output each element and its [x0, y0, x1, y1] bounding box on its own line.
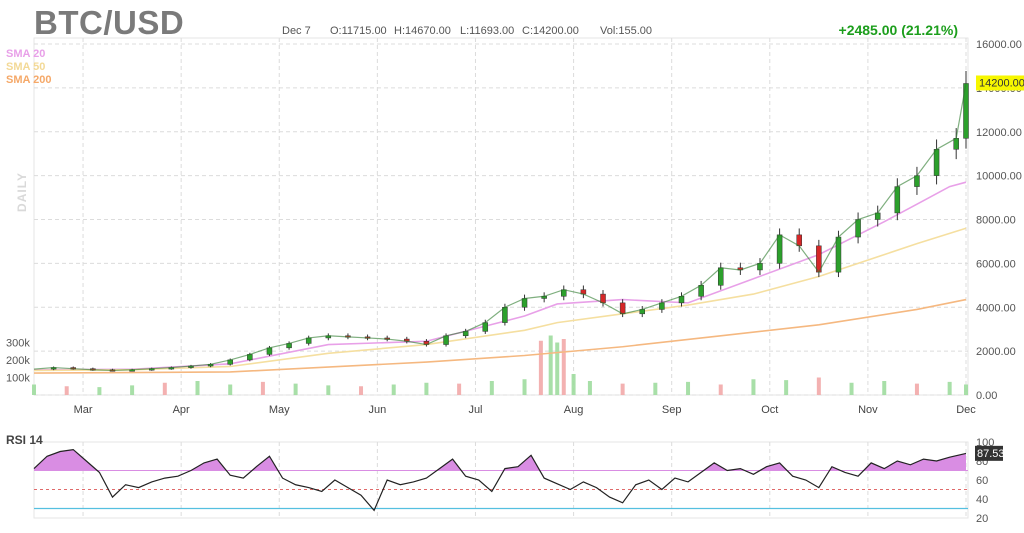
volume-bar — [947, 381, 952, 395]
ohlc-low: L:11693.00 — [460, 25, 515, 37]
ohlc-close: C:14200.00 — [522, 25, 579, 37]
axis-layer: 0.00 2000.00 4000.00 6000.00 8000.00 10000.00… — [6, 39, 1024, 525]
price-tick-label: 6000.00 — [976, 258, 1016, 270]
candle-layer — [33, 71, 969, 372]
rsi-line — [33, 448, 967, 512]
volume-bar — [718, 384, 723, 395]
rsi-value-label: 87.53 — [977, 448, 1005, 460]
sma-line-50 — [33, 227, 967, 372]
period-label: DAILY — [14, 172, 29, 212]
sma-line-20 — [33, 181, 967, 371]
volume-bar — [195, 381, 200, 395]
legend-sma20[interactable]: SMA 20 — [6, 48, 46, 60]
ohlc-open: O:11715.00 — [330, 25, 387, 37]
candle-body — [717, 267, 724, 286]
volume-bar — [686, 381, 691, 395]
volume-tick-label: 100k — [6, 373, 30, 385]
ohlc-volume: Vol:155.00 — [600, 25, 652, 37]
candle-body — [776, 234, 783, 264]
volume-bar — [32, 384, 36, 395]
close-line — [33, 83, 967, 372]
month-tick-label: Aug — [564, 404, 584, 416]
legend-sma50[interactable]: SMA 50 — [6, 61, 46, 73]
rsi-overbought-fill — [34, 449, 966, 471]
volume-bar — [548, 335, 553, 395]
month-tick-label: May — [269, 404, 290, 416]
price-tick-label: 2000.00 — [976, 346, 1016, 358]
volume-tick-label: 300k — [6, 338, 30, 350]
price-change: +2485.00 (21.21%) — [838, 22, 958, 38]
chart-title: BTC/USD — [34, 4, 185, 41]
legend-sma200[interactable]: SMA 200 — [6, 74, 52, 86]
candle-body — [502, 307, 508, 323]
volume-bar — [816, 377, 821, 395]
volume-bar — [882, 381, 887, 395]
volume-bar — [326, 385, 331, 395]
sma-line-200 — [33, 298, 967, 374]
volume-bar — [555, 342, 560, 395]
volume-bar — [538, 340, 543, 395]
grid-layer — [33, 37, 969, 519]
rsi-tick-label: 40 — [976, 494, 988, 506]
volume-bar — [457, 383, 462, 395]
volume-bar — [130, 385, 135, 395]
volume-bar — [293, 383, 298, 395]
ohlc-high: H:14670.00 — [394, 25, 451, 37]
price-tick-label: 10000.00 — [976, 171, 1022, 183]
candle-body — [835, 236, 842, 273]
volume-bar — [620, 383, 625, 395]
volume-bar — [260, 381, 265, 395]
volume-bar — [784, 380, 789, 395]
month-tick-label: Oct — [761, 404, 778, 416]
month-tick-label: Sep — [662, 404, 682, 416]
volume-bar — [751, 379, 756, 395]
volume-bar — [653, 382, 658, 395]
rsi-panel-frame — [33, 441, 969, 519]
rsi-tick-label: 60 — [976, 475, 988, 487]
price-tick-label: 0.00 — [976, 390, 997, 402]
price-tick-label: 8000.00 — [976, 215, 1016, 227]
sma-layer — [33, 181, 967, 374]
volume-bar — [561, 339, 566, 395]
volume-bar — [162, 382, 167, 395]
rsi-title: RSI 14 — [6, 433, 43, 447]
volume-bar — [849, 382, 854, 395]
candle-body — [933, 149, 940, 176]
volume-bar — [64, 386, 69, 395]
rsi-tick-label: 20 — [976, 513, 988, 525]
month-tick-label: Apr — [173, 404, 190, 416]
volume-bar — [964, 384, 968, 395]
volume-bar — [587, 381, 592, 395]
price-tick-label: 4000.00 — [976, 302, 1016, 314]
volume-layer — [32, 335, 968, 395]
last-price-tag — [976, 75, 1024, 91]
month-tick-label: Jun — [368, 404, 386, 416]
month-tick-label: Jul — [468, 404, 482, 416]
volume-bar — [97, 387, 102, 395]
month-tick-label: Nov — [858, 404, 878, 416]
last-price-label: 14200.00 — [979, 77, 1024, 89]
month-tick-label: Mar — [74, 404, 93, 416]
rsi-value-tag — [975, 445, 1003, 461]
price-tick-label: 16000.00 — [976, 39, 1022, 51]
volume-bar — [391, 384, 396, 395]
volume-bar — [228, 384, 233, 395]
ohlc-date: Dec 7 — [282, 25, 311, 37]
volume-bar — [914, 383, 919, 395]
candle-body — [855, 219, 861, 238]
volume-tick-label: 200k — [6, 355, 30, 367]
rsi-layer — [33, 448, 968, 512]
month-tick-label: Dec — [956, 404, 976, 416]
volume-bar — [359, 386, 364, 395]
volume-bar — [489, 381, 494, 395]
candle-body — [894, 186, 901, 214]
volume-bar — [571, 374, 576, 395]
volume-bar — [424, 382, 429, 395]
price-tick-label: 12000.00 — [976, 127, 1022, 139]
volume-bar — [522, 379, 527, 395]
price-panel-frame — [33, 37, 969, 396]
